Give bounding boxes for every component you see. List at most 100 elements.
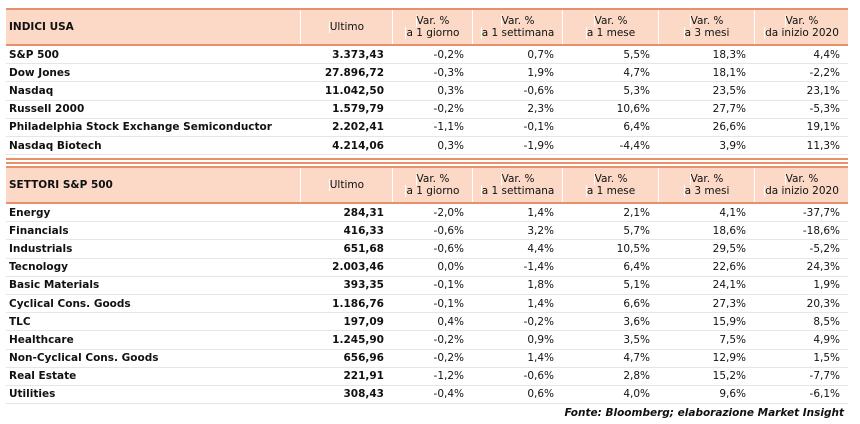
row-label: Healthcare — [9, 333, 74, 346]
column-sublabel: a 1 giorno — [405, 27, 460, 39]
cell-value: 4,1% — [719, 206, 746, 219]
cell-value: 3,9% — [719, 139, 746, 152]
column-sublabel: a 1 settimana — [480, 185, 555, 197]
row-label: S&P 500 — [9, 48, 59, 61]
cell-value: 1.245,90 — [332, 333, 384, 346]
table-row: Basic Materials 393,35 -0,1% 1,8% 5,1% 24,1% 1… — [6, 277, 848, 295]
table-row: Nasdaq 11.042,50 0,3% -0,6% 5,3% 23,5% 23,1% — [6, 82, 848, 101]
cell-value: 23,5% — [712, 84, 746, 97]
row-label: Real Estate — [9, 370, 77, 383]
column-header: Var. % da inizio 2020 — [753, 10, 848, 44]
cell-value: -0,2% — [433, 333, 464, 346]
cell-value: -37,7% — [802, 206, 840, 219]
row-label: Industrials — [9, 242, 73, 255]
table-section: SETTORI S&P 500 Ultimo Var. % a 1 giorno Var… — [6, 166, 848, 405]
column-sublabel: a 1 mese — [585, 185, 636, 197]
cell-value: 23,1% — [806, 84, 840, 97]
column-label: Var. % — [593, 173, 628, 185]
cell-value: 0,7% — [527, 48, 554, 61]
column-label: Var. % — [500, 173, 535, 185]
cell-value: 29,5% — [712, 242, 746, 255]
column-label: Var. % — [784, 15, 819, 27]
table-row: Cyclical Cons. Goods 1.186,76 -0,1% 1,4% 6,6… — [6, 295, 848, 314]
cell-value: 308,43 — [343, 388, 384, 401]
cell-value: -2,0% — [433, 206, 464, 219]
cell-value: 416,33 — [343, 224, 384, 237]
cell-value: 4,0% — [623, 388, 650, 401]
cell-value: 2,3% — [527, 103, 554, 116]
cell-value: -1,2% — [433, 370, 464, 383]
table-row: Dow Jones 27.896,72 -0,3% 1,9% 4,7% 18,1% -2,2… — [6, 64, 848, 83]
cell-value: -1,9% — [523, 139, 554, 152]
cell-value: -0,3% — [433, 66, 464, 79]
cell-value: -1,1% — [433, 121, 464, 134]
row-label: Russell 2000 — [9, 103, 85, 116]
column-label: Var. % — [593, 15, 628, 27]
cell-value: 1,4% — [527, 297, 554, 310]
cell-value: 0,9% — [527, 333, 554, 346]
cell-value: 2,8% — [623, 370, 650, 383]
cell-value: 10,5% — [616, 242, 650, 255]
row-label: TLC — [9, 315, 31, 328]
column-header: Var. % a 3 mesi — [658, 168, 754, 202]
cell-value: -0,2% — [433, 352, 464, 365]
cell-value: -0,1% — [433, 279, 464, 292]
column-label: Var. % — [415, 173, 450, 185]
column-label: Var. % — [689, 173, 724, 185]
cell-value: 18,1% — [712, 66, 746, 79]
cell-value: 1,5% — [813, 352, 840, 365]
cell-value: 1,4% — [527, 352, 554, 365]
table-row: Industrials 651,68 -0,6% 4,4% 10,5% 29,5% -5,2… — [6, 240, 848, 259]
table-row: Real Estate 221,91 -1,2% -0,6% 2,8% 15,2% -7,7… — [6, 368, 848, 386]
header-row: SETTORI S&P 500 Ultimo Var. % a 1 giorno Var… — [6, 166, 848, 204]
column-header: Var. % a 1 giorno — [391, 168, 472, 202]
cell-value: 20,3% — [806, 297, 840, 310]
cell-value: 4,4% — [813, 48, 840, 61]
cell-value: 2.003,46 — [332, 261, 384, 274]
cell-value: -6,1% — [809, 388, 840, 401]
cell-value: 4,7% — [623, 66, 650, 79]
row-label: Non-Cyclical Cons. Goods — [9, 352, 159, 365]
table-row: Energy 284,31 -2,0% 1,4% 2,1% 4,1% -37,7% — [6, 204, 848, 223]
cell-value: 3,5% — [623, 333, 650, 346]
column-sublabel: a 3 mesi — [683, 185, 730, 197]
cell-value: 11,3% — [806, 139, 840, 152]
cell-value: -18,6% — [802, 224, 840, 237]
cell-value: 2,1% — [623, 206, 650, 219]
column-label: Ultimo — [328, 21, 365, 33]
section-divider — [6, 158, 848, 164]
column-sublabel: da inizio 2020 — [764, 185, 839, 197]
cell-value: -0,1% — [433, 297, 464, 310]
cell-value: 0,4% — [437, 315, 464, 328]
column-sublabel: a 3 mesi — [683, 27, 730, 39]
cell-value: 15,2% — [712, 370, 746, 383]
cell-value: 393,35 — [343, 279, 384, 292]
cell-value: 24,3% — [806, 261, 840, 274]
cell-value: -2,2% — [809, 66, 840, 79]
cell-value: 27.896,72 — [324, 66, 384, 79]
cell-value: -1,4% — [523, 261, 554, 274]
cell-value: 4.214,06 — [332, 139, 384, 152]
cell-value: 18,6% — [712, 224, 746, 237]
cell-value: 5,7% — [623, 224, 650, 237]
cell-value: 6,4% — [623, 121, 650, 134]
cell-value: 8,5% — [813, 315, 840, 328]
table-row: Philadelphia Stock Exchange Semiconducto… — [6, 119, 848, 137]
cell-value: -0,2% — [523, 315, 554, 328]
section-title: INDICI USA — [9, 21, 74, 33]
row-label: Philadelphia Stock Exchange Semiconducto… — [9, 121, 272, 134]
cell-value: 3,2% — [527, 224, 554, 237]
cell-value: 19,1% — [806, 121, 840, 134]
table-row: Utilities 308,43 -0,4% 0,6% 4,0% 9,6% -6,1% — [6, 386, 848, 405]
column-header: Var. % a 1 mese — [562, 168, 658, 202]
cell-value: 4,9% — [813, 333, 840, 346]
row-label: Energy — [9, 206, 51, 219]
column-header: Var. % a 1 giorno — [391, 10, 472, 44]
cell-value: -0,2% — [433, 103, 464, 116]
table-row: Healthcare 1.245,90 -0,2% 0,9% 3,5% 7,5% 4,9% — [6, 331, 848, 350]
cell-value: 0,3% — [437, 139, 464, 152]
table-row: S&P 500 3.373,43 -0,2% 0,7% 5,5% 18,3% 4,4% — [6, 46, 848, 65]
row-label: Utilities — [9, 388, 56, 401]
cell-value: 26,6% — [712, 121, 746, 134]
